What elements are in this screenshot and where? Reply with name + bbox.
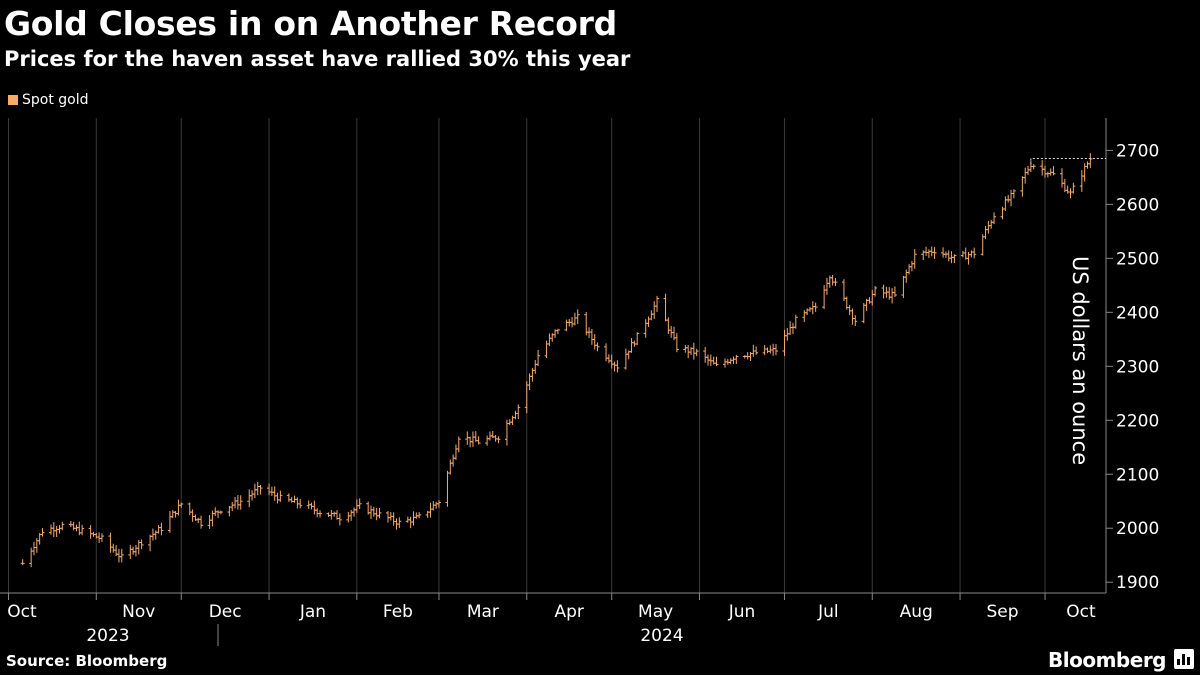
x-tick-label: Jul [817, 602, 839, 622]
y-tick-label: 2100 [1116, 465, 1159, 485]
x-tick-label: Mar [467, 602, 499, 622]
y-tick-label: 2400 [1116, 303, 1159, 323]
x-tick-label: Oct [7, 602, 37, 622]
x-tick-label: Jan [299, 602, 326, 622]
y-axis-label: US dollars an ounce [1068, 256, 1092, 466]
x-tick-label: May [638, 602, 673, 622]
y-tick-label: 2000 [1116, 519, 1159, 539]
x-tick-label: Oct [1066, 602, 1096, 622]
x-tick-label: Dec [209, 602, 242, 622]
x-tick-label: Sep [987, 602, 1019, 622]
x-tick-label: Aug [900, 602, 933, 622]
x-axis: Oct Nov Dec Jan Feb Mar Apr May Jun Jul Aug Sep Oct 2… [0, 592, 1106, 646]
chart-subtitle: Prices for the haven asset have rallied … [4, 47, 631, 71]
legend-label-spot-gold: Spot gold [22, 92, 89, 108]
y-axis: 1900 2000 2100 2200 2300 2400 2500 2600 2700 [1105, 118, 1159, 593]
y-tick-label: 2300 [1116, 357, 1159, 377]
price-bars [20, 153, 1093, 568]
bloomberg-logo: Bloomberg [1048, 648, 1166, 672]
y-tick-label: 2200 [1116, 411, 1159, 431]
x-tick-label: Apr [555, 602, 584, 622]
y-tick-label: 2500 [1116, 249, 1159, 269]
year-label-2023: 2023 [86, 626, 129, 646]
chart-title: Gold Closes in on Another Record [4, 4, 617, 43]
x-tick-label: Feb [383, 602, 413, 622]
x-tick-label: Nov [122, 602, 155, 622]
year-label-2024: 2024 [640, 626, 683, 646]
y-tick-label: 1900 [1116, 573, 1159, 593]
legend-swatch [8, 95, 18, 105]
y-tick-label: 2700 [1116, 141, 1159, 161]
bloomberg-chart-icon [1174, 649, 1194, 669]
x-tick-label: Jun [728, 602, 756, 622]
y-tick-label: 2600 [1116, 195, 1159, 215]
record-line [1030, 157, 1106, 165]
legend: Spot gold [8, 92, 89, 108]
source-note: Source: Bloomberg [6, 652, 168, 670]
grid-lines [7, 118, 1046, 593]
